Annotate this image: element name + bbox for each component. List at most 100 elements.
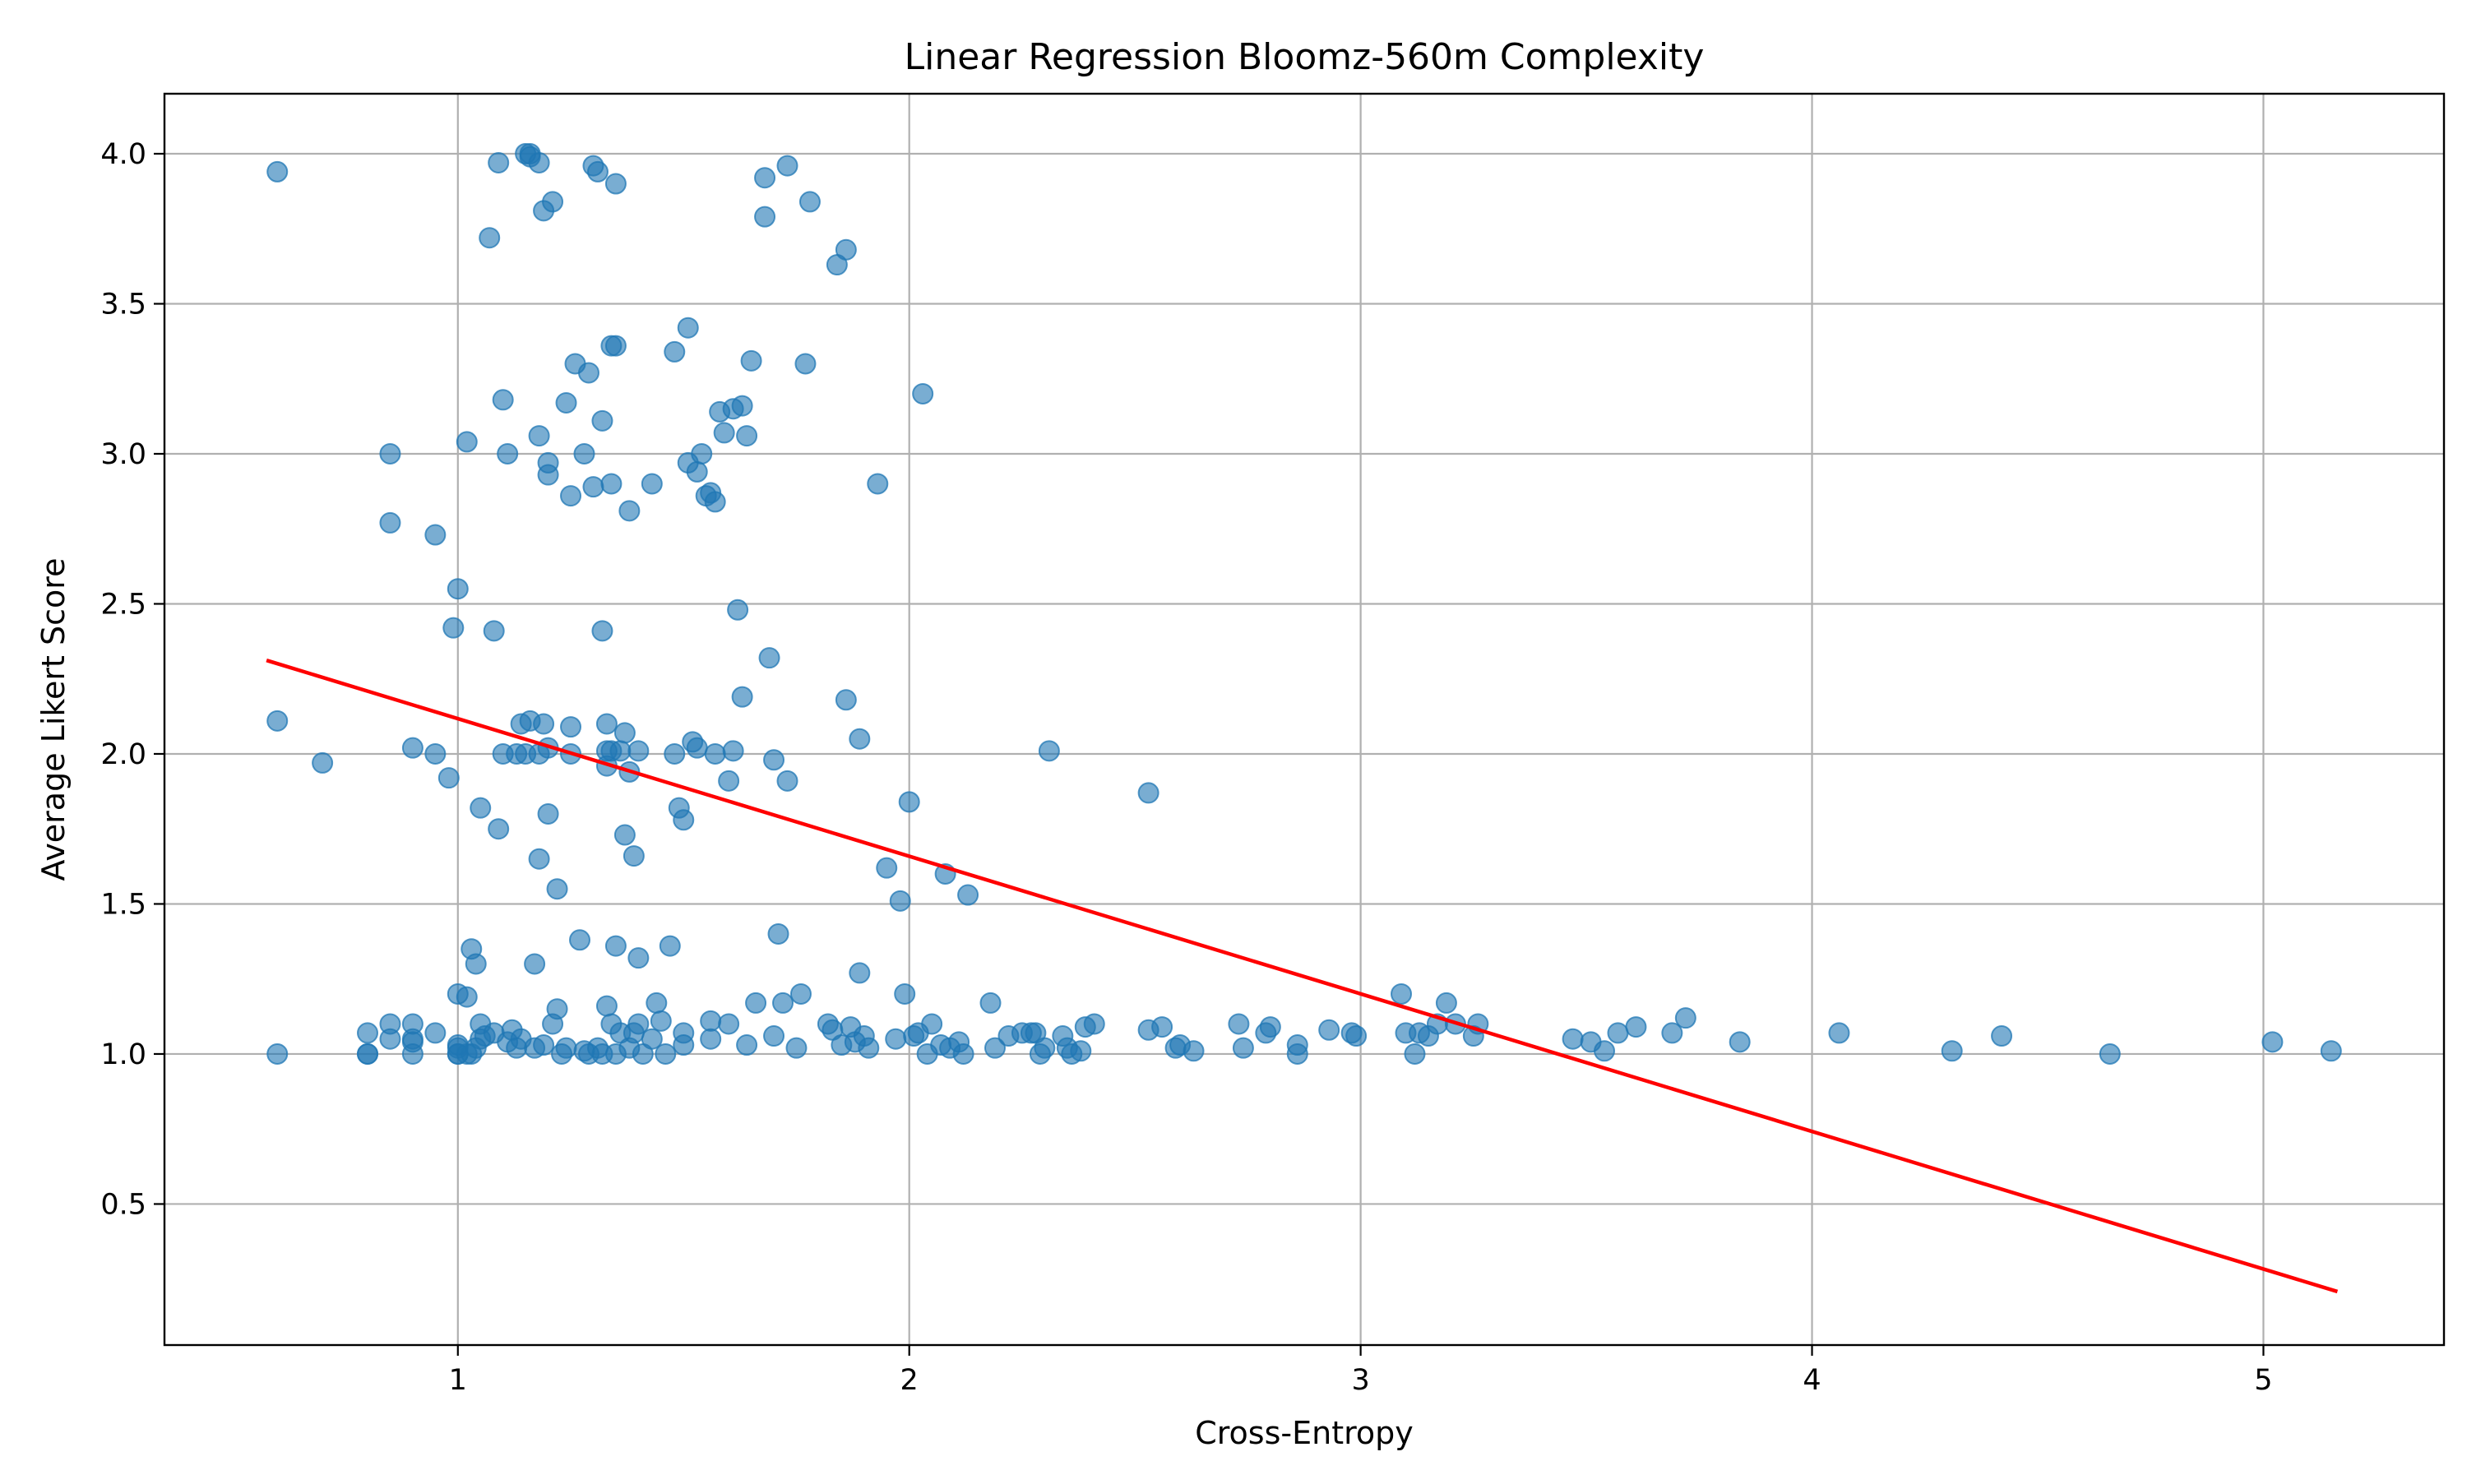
data-point: [401, 1013, 424, 1035]
data-point: [713, 422, 735, 444]
y-tick-label: 2.0: [100, 738, 146, 771]
data-point: [379, 511, 401, 534]
data-point: [984, 1037, 1006, 1059]
y-tick-label: 3.0: [100, 438, 146, 471]
data-point: [1404, 1042, 1426, 1065]
data-point: [1318, 1019, 1340, 1041]
data-point: [722, 740, 744, 762]
data-point: [718, 770, 740, 792]
data-point: [776, 770, 798, 792]
x-tick-label: 1: [449, 1364, 467, 1397]
data-point: [876, 857, 898, 879]
data-point: [533, 713, 555, 735]
data-point: [898, 791, 920, 813]
data-point: [704, 742, 726, 765]
y-tick-label: 0.5: [100, 1188, 146, 1221]
data-point: [613, 722, 636, 744]
data-point: [785, 1037, 808, 1059]
data-point: [424, 1022, 447, 1044]
data-point: [677, 317, 699, 339]
y-tick-label: 1.5: [100, 888, 146, 921]
data-point: [568, 929, 590, 951]
data-point: [582, 476, 604, 498]
data-point: [266, 160, 289, 183]
data-point: [700, 1028, 722, 1050]
data-point: [736, 1034, 758, 1056]
data-point: [745, 992, 767, 1014]
data-point: [609, 740, 632, 762]
data-point: [731, 686, 753, 708]
data-point: [1562, 1028, 1584, 1050]
points-layer: [266, 142, 2342, 1065]
data-point: [789, 982, 812, 1005]
data-point: [591, 409, 613, 432]
data-point: [1345, 1025, 1368, 1047]
data-point: [794, 353, 817, 375]
data-point: [736, 425, 758, 447]
data-point: [357, 1042, 379, 1065]
data-point: [497, 442, 519, 465]
data-point: [1034, 1037, 1056, 1059]
data-point: [885, 1028, 907, 1050]
x-tick-label: 2: [900, 1364, 919, 1397]
data-point: [727, 599, 749, 621]
data-point: [957, 884, 979, 906]
data-point: [483, 620, 505, 642]
data-point: [479, 227, 501, 249]
data-point: [1991, 1025, 2013, 1047]
data-point: [623, 845, 645, 867]
data-point: [2261, 1031, 2284, 1053]
data-point: [867, 473, 889, 495]
data-point: [546, 878, 568, 900]
data-point: [546, 998, 568, 1020]
x-axis-label: Cross-Entropy: [1195, 1415, 1414, 1451]
y-tick-label: 1.0: [100, 1038, 146, 1071]
x-tick-label: 4: [1803, 1364, 1821, 1397]
data-point: [650, 1010, 672, 1032]
data-point: [2099, 1042, 2121, 1065]
data-point: [401, 737, 424, 759]
data-point: [664, 340, 686, 363]
data-point: [754, 206, 776, 228]
data-point: [1391, 982, 1413, 1005]
data-point: [312, 751, 334, 774]
data-point: [1828, 1022, 1850, 1044]
data-point: [1941, 1040, 1963, 1062]
data-point: [921, 1013, 943, 1035]
data-point: [604, 935, 627, 957]
data-point: [700, 1010, 722, 1032]
y-tick-label: 2.5: [100, 588, 146, 621]
data-point: [641, 1028, 663, 1050]
data-point: [560, 485, 582, 507]
data-point: [889, 890, 911, 912]
data-point: [573, 442, 595, 465]
data-point: [613, 824, 636, 846]
data-point: [537, 802, 559, 825]
y-tick-label: 3.5: [100, 288, 146, 321]
data-point: [664, 742, 686, 765]
data-point: [1232, 1037, 1254, 1059]
data-point: [1286, 1034, 1308, 1056]
data-point: [835, 238, 857, 261]
data-point: [470, 797, 492, 819]
data-point: [718, 1013, 740, 1035]
data-point: [627, 1013, 650, 1035]
data-point: [591, 620, 613, 642]
regression-line: [266, 659, 2339, 1294]
data-point: [740, 349, 762, 372]
data-point: [673, 809, 695, 831]
data-point: [1594, 1040, 1616, 1062]
data-point: [1661, 1022, 1683, 1044]
data-point: [357, 1022, 379, 1044]
data-point: [524, 953, 546, 975]
data-point: [691, 442, 713, 465]
x-tick-label: 3: [1351, 1364, 1369, 1397]
data-point: [456, 986, 478, 1008]
data-point: [731, 395, 753, 417]
data-point: [528, 151, 550, 173]
data-point: [1038, 740, 1060, 762]
data-point: [704, 491, 726, 513]
data-point: [537, 451, 559, 474]
